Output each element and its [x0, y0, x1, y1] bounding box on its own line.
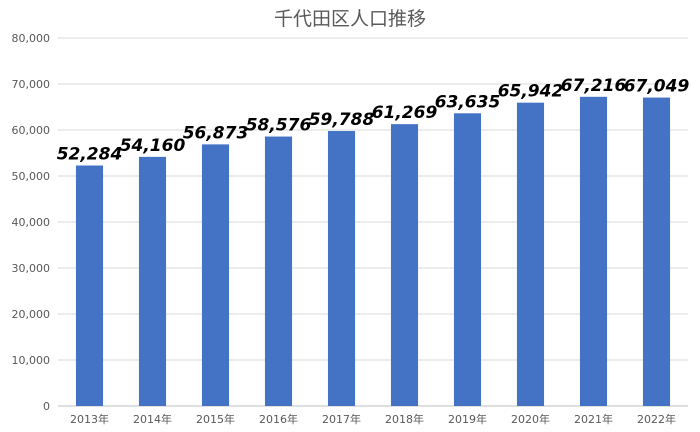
- x-tick-label: 2014年: [133, 412, 172, 426]
- y-tick-label: 10,000: [12, 354, 51, 367]
- x-tick-label: 2022年: [637, 412, 676, 426]
- data-label: 52,284: [57, 144, 123, 164]
- x-tick-label: 2017年: [322, 412, 361, 426]
- chart-title: 千代田区人口推移: [273, 8, 426, 30]
- bar: [327, 130, 356, 406]
- x-tick-label: 2020年: [511, 412, 550, 426]
- bar: [579, 96, 608, 406]
- bar: [453, 113, 482, 407]
- data-label: 65,942: [498, 82, 564, 102]
- bar: [390, 124, 419, 406]
- data-label: 59,788: [309, 110, 375, 130]
- y-tick-label: 60,000: [12, 124, 51, 137]
- bar: [201, 144, 230, 406]
- y-tick-label: 80,000: [12, 32, 51, 45]
- bar: [642, 97, 671, 407]
- data-label: 67,216: [561, 76, 627, 96]
- x-tick-label: 2016年: [259, 412, 298, 426]
- data-label: 61,269: [372, 103, 438, 123]
- data-label: 58,576: [246, 116, 312, 136]
- y-tick-label: 40,000: [12, 216, 51, 229]
- data-label: 56,873: [183, 123, 249, 143]
- x-tick-label: 2019年: [448, 412, 487, 426]
- data-label: 67,049: [624, 77, 690, 97]
- y-tick-label: 70,000: [12, 78, 51, 91]
- y-tick-label: 30,000: [12, 262, 51, 275]
- y-tick-label: 20,000: [12, 308, 51, 321]
- data-label: 63,635: [435, 92, 501, 112]
- bar: [264, 136, 293, 406]
- x-tick-label: 2018年: [385, 412, 424, 426]
- bar: [138, 156, 167, 406]
- y-tick-label: 50,000: [12, 170, 51, 183]
- bar: [516, 102, 545, 406]
- x-tick-label: 2013年: [70, 412, 109, 426]
- y-tick-label: 0: [43, 400, 50, 413]
- bar: [75, 165, 104, 406]
- x-tick-label: 2021年: [574, 412, 613, 426]
- data-label: 54,160: [120, 136, 186, 156]
- x-tick-label: 2015年: [196, 412, 235, 426]
